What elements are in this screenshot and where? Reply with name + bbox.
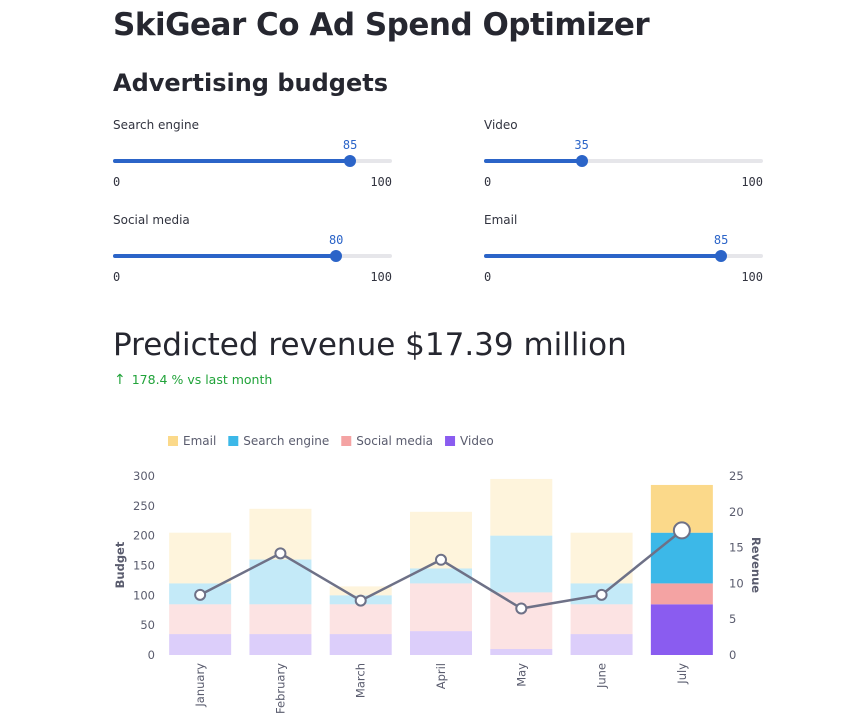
slider-thumb[interactable] <box>344 155 357 167</box>
bar-segment <box>650 583 713 605</box>
slider-value: 85 <box>713 233 729 247</box>
legend-swatch <box>445 436 456 446</box>
slider-fill <box>113 254 337 258</box>
y-tick-label: 150 <box>133 559 155 573</box>
slider-fill <box>484 159 582 163</box>
y2-tick-label: 20 <box>729 505 744 519</box>
slider-fill <box>113 159 351 163</box>
legend-swatch <box>341 436 352 446</box>
revenue-point <box>515 602 528 615</box>
slider-thumb[interactable] <box>575 155 588 167</box>
budget-revenue-chart: Email Search engine Social media Video05010… <box>113 434 763 714</box>
y-tick-label: 250 <box>133 499 155 513</box>
y2-tick-label: 15 <box>729 541 744 555</box>
slider-min: 0 <box>113 270 121 284</box>
slider-track[interactable] <box>484 159 763 163</box>
predicted-revenue-metric: Predicted revenue $17.39 million <box>113 327 627 363</box>
slider-value: 85 <box>342 138 358 152</box>
x-tick-label: April <box>434 663 448 689</box>
bar-segment <box>570 532 633 584</box>
slider-max: 100 <box>370 175 392 189</box>
y2-tick-label: 0 <box>729 648 736 662</box>
x-tick-label: January <box>193 663 207 708</box>
slider-track[interactable] <box>484 254 763 258</box>
slider-max: 100 <box>741 270 763 284</box>
y-tick-label: 0 <box>148 648 155 662</box>
slider-label: Social media <box>113 213 190 227</box>
bar-segment <box>490 478 553 536</box>
slider-min: 0 <box>484 175 492 189</box>
slider-value: 80 <box>328 233 344 247</box>
slider-video: Video 35 0 100 <box>484 118 763 198</box>
x-tick-label: March <box>354 663 368 698</box>
bar-segment <box>410 631 472 655</box>
bar-segment <box>329 604 392 635</box>
slider-min: 0 <box>113 175 121 189</box>
bar-segment <box>570 604 633 635</box>
slider-thumb[interactable] <box>330 250 343 262</box>
y2-tick-label: 10 <box>729 576 744 590</box>
metric-delta-text: 178.4 % vs last month <box>131 372 273 387</box>
y-tick-label: 100 <box>133 588 155 602</box>
x-tick-label: February <box>273 663 287 714</box>
bar-segment <box>249 604 312 635</box>
y-tick-label: 300 <box>133 469 155 483</box>
bar-segment <box>410 583 472 632</box>
bar-segment <box>570 634 633 655</box>
slider-fill <box>484 254 722 258</box>
bar-segment <box>490 649 553 655</box>
bar-segment <box>410 568 472 584</box>
slider-track[interactable] <box>113 159 392 163</box>
app-title: SkiGear Co Ad Spend Optimizer <box>113 7 650 43</box>
revenue-point <box>354 594 367 607</box>
y2-tick-label: 25 <box>729 469 744 483</box>
slider-max: 100 <box>741 175 763 189</box>
revenue-point <box>595 588 608 601</box>
revenue-point <box>435 553 447 566</box>
y2-axis-title: Revenue <box>749 537 763 593</box>
revenue-point <box>194 588 207 601</box>
section-title: Advertising budgets <box>113 69 389 97</box>
bar-segment <box>249 559 312 605</box>
slider-thumb[interactable] <box>715 250 728 262</box>
legend-label: Social media <box>356 434 433 448</box>
bar-segment <box>169 634 232 655</box>
slider-label: Search engine <box>113 118 199 132</box>
bar-segment <box>490 535 553 593</box>
x-tick-label: July <box>675 663 689 685</box>
bar-segment <box>169 532 232 584</box>
slider-value: 35 <box>574 138 589 152</box>
legend-label: Video <box>460 434 494 448</box>
bar-segment <box>650 532 713 584</box>
legend-swatch <box>168 436 178 446</box>
bar-segment <box>329 634 392 655</box>
x-tick-label: May <box>514 663 528 687</box>
legend-label: Search engine <box>243 434 329 448</box>
revenue-point <box>274 547 287 560</box>
y2-tick-label: 5 <box>729 612 736 626</box>
slider-email: Email 85 0 100 <box>484 213 763 293</box>
x-tick-label: June <box>595 663 609 689</box>
legend-label: Email <box>183 434 216 448</box>
bar-segment <box>650 604 713 655</box>
slider-max: 100 <box>370 270 392 284</box>
metric-delta: ↑ 178.4 % vs last month <box>114 372 272 388</box>
bar-segment <box>169 604 232 635</box>
slider-track[interactable] <box>113 254 392 258</box>
arrow-up-icon: ↑ <box>114 372 126 388</box>
bar-segment <box>249 634 312 655</box>
y-tick-label: 50 <box>140 618 155 632</box>
y-tick-label: 200 <box>133 529 155 543</box>
slider-search-engine: Search engine 85 0 100 <box>113 118 392 198</box>
legend-swatch <box>228 436 239 446</box>
revenue-point <box>672 521 691 540</box>
bar-segment <box>329 586 392 596</box>
slider-label: Email <box>484 213 518 227</box>
slider-label: Video <box>484 118 518 132</box>
slider-social-media: Social media 80 0 100 <box>113 213 392 293</box>
bar-segment <box>490 592 553 650</box>
y-axis-title: Budget <box>113 541 127 588</box>
slider-min: 0 <box>484 270 492 284</box>
